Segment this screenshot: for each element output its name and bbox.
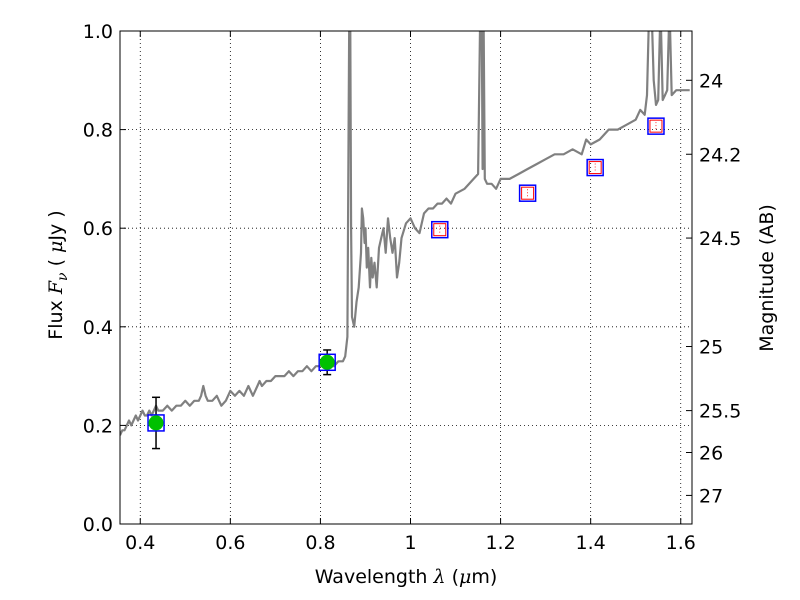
y-tick-label: 0.8 [83,120,113,142]
y2-tick-label: 24 [699,70,723,92]
y2-tick-label: 24.2 [699,144,741,166]
model-flux-box [318,353,336,372]
y2-tick-label: 25.5 [699,401,741,423]
plot-frame [119,30,693,525]
y-axis-label: Flux Fν ( μJy ) [45,210,71,339]
y-tick-label: 0.4 [83,317,113,339]
y-tick-label: 0.6 [83,218,113,240]
x-tick-label: 1.4 [576,532,606,554]
x-tick-label: 1 [404,532,416,554]
x-tick-label: 1.2 [485,532,515,554]
y2-tick-label: 24.5 [699,228,741,250]
y-tick-label: 0.2 [83,415,113,437]
model-flux-box [147,414,165,432]
photometry-point [148,415,164,431]
x-axis-label: Wavelength λ (μm) [315,566,498,588]
photometry-point [319,354,335,370]
photometry-upper-limit [521,186,535,200]
y-tick-label: 1.0 [83,21,113,43]
ticks: 0.4 0.6 0.8 1 1.2 1.4 1.6 0.0 0.2 0.4 0.6 0.8 1.0 24 2… [83,21,742,554]
model-flux-box [586,158,604,177]
photometry-upper-limit [649,119,663,133]
model-flux-box [431,220,449,239]
secondary-y-axis-label: Magnitude (AB) [756,204,778,352]
photometry-upper-limit [588,161,602,175]
x-tick-label: 0.6 [215,532,245,554]
model-spectrum-line [120,31,690,436]
model-flux-box [518,184,537,202]
model-spectrum-layer [120,31,690,436]
x-tick-label: 1.6 [666,532,696,554]
y2-tick-label: 25 [699,337,723,359]
y2-tick-label: 26 [699,443,723,465]
x-tick-label: 0.8 [305,532,335,554]
y2-tick-label: 27 [699,485,723,507]
y-tick-label: 0.0 [83,514,113,536]
model-flux-box [647,117,665,135]
photometry-layer [147,117,665,450]
x-tick-label: 0.4 [125,532,155,554]
photometry-upper-limit [433,223,447,237]
